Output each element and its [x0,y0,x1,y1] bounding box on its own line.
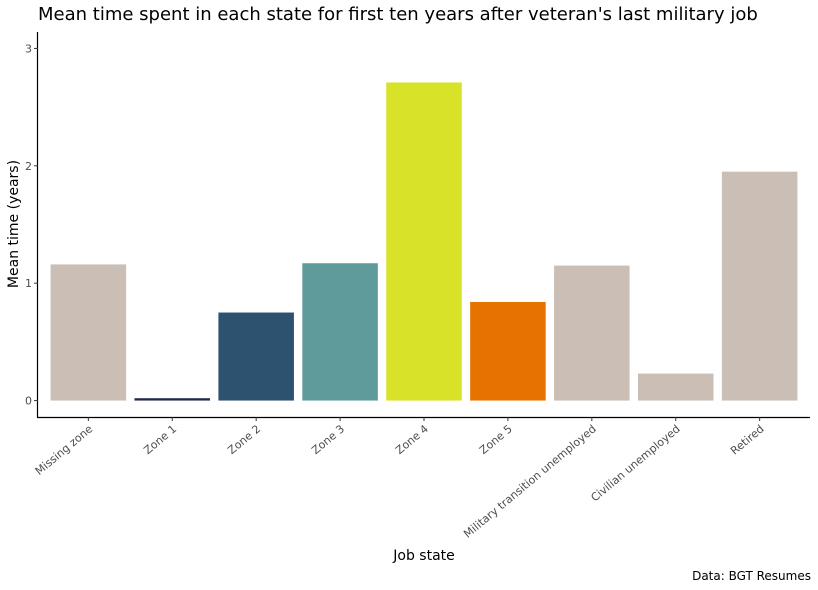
x-tick-label: Zone 2 [225,422,263,457]
x-axis-title: Job state [392,548,455,564]
y-tick-label: 0 [25,395,32,408]
bars-layer [50,82,798,401]
x-tick-label: Civilian unemployed [588,422,682,504]
x-tick-label: Military transition unemployed [461,422,599,540]
x-tick-label: Zone 4 [393,422,431,457]
chart-title: Mean time spent in each state for first … [38,4,758,25]
y-tick-label: 2 [25,160,32,173]
caption: Data: BGT Resumes [692,569,811,583]
bar-zone-4 [386,82,462,401]
bar-zone-1 [134,398,211,401]
x-tick-label: Missing zone [33,422,96,478]
y-axis-title: Mean time (years) [6,160,22,288]
bar-retired [721,171,798,401]
bar-zone-2 [218,312,294,401]
x-tick-label: Zone 5 [477,422,515,457]
bar-missing-zone [50,264,127,401]
y-tick-label: 1 [25,277,32,290]
x-tick-label: Zone 1 [141,422,179,457]
bar-zone-5 [470,301,546,401]
x-tick-label: Zone 3 [309,422,347,457]
x-tick-label: Retired [728,422,766,457]
y-tick-label: 3 [25,42,32,55]
y-ticks-layer: 0 1 2 3 [25,42,38,408]
x-ticks-layer: Missing zone Zone 1 Zone 2 Zone 3 Zone 4 Zone… [33,417,767,541]
bar-military-transition-unemployed [554,265,630,401]
bar-civilian-unemployed [637,373,714,401]
bar-zone-3 [302,263,378,401]
